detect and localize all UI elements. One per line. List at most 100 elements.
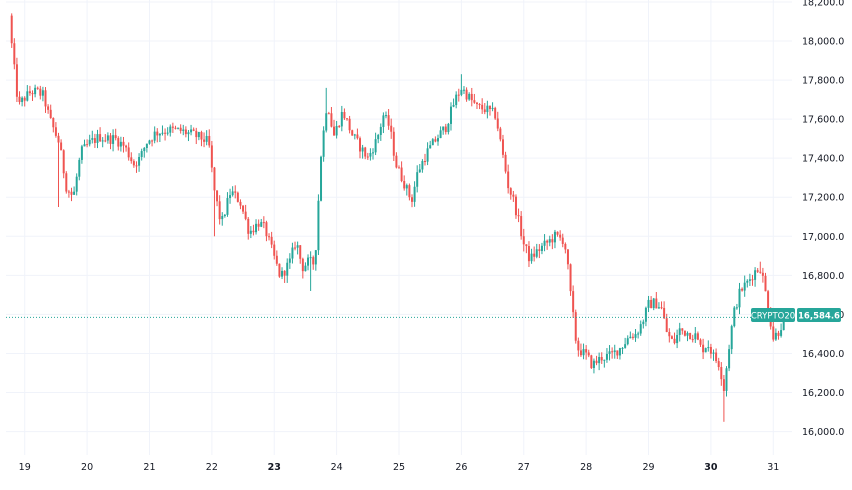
candle [717, 357, 720, 371]
candle-body [177, 127, 180, 129]
candle-body [746, 280, 749, 283]
candle-body [421, 161, 424, 170]
candle-body [780, 330, 783, 336]
candle [169, 124, 172, 137]
candle-body [330, 113, 333, 127]
candle-body [18, 96, 21, 103]
candle [525, 244, 528, 254]
candle-body [720, 367, 723, 380]
candle [140, 148, 143, 161]
candle-body [559, 234, 562, 238]
candle-body [512, 194, 515, 197]
candle [244, 204, 247, 221]
candle-body [553, 231, 556, 243]
candle-body [423, 161, 426, 163]
candle [377, 133, 380, 144]
candle [226, 192, 229, 217]
candle [405, 183, 408, 196]
candle-body [374, 139, 377, 153]
candle [421, 159, 424, 173]
candle-body [52, 118, 55, 128]
candle-body [473, 100, 476, 103]
candle-body [683, 330, 686, 336]
candle-body [533, 253, 536, 257]
candle [504, 151, 507, 174]
candle [364, 146, 367, 160]
candle [522, 228, 525, 252]
candle-body [335, 126, 338, 136]
candle [205, 130, 208, 146]
candle [774, 328, 777, 341]
candle [52, 117, 55, 133]
candle [382, 112, 385, 134]
candle-body [21, 97, 24, 103]
candle [481, 98, 484, 114]
candle-body [174, 127, 177, 129]
candle-body [15, 64, 18, 97]
candle-body [359, 138, 362, 152]
candle-body [340, 112, 343, 127]
candle [54, 122, 57, 138]
candle-body [369, 153, 372, 157]
candle-body [343, 112, 346, 119]
candle [65, 171, 68, 194]
candle [203, 132, 206, 148]
candle-body [36, 87, 39, 89]
candle [772, 320, 775, 342]
candle-body [151, 140, 154, 142]
candle-body [572, 291, 575, 313]
y-tick-label: 17,200.0 [802, 193, 844, 204]
candle [353, 133, 356, 140]
candle-body [192, 129, 195, 131]
x-tick-label: 21 [143, 462, 155, 473]
candle [413, 181, 416, 207]
candle-body [379, 126, 382, 135]
x-tick-label: 26 [455, 462, 467, 473]
candle-body [75, 176, 78, 192]
candle-body [520, 216, 523, 237]
candle-body [639, 324, 642, 334]
candle [491, 102, 494, 112]
candle [689, 332, 692, 340]
candle-body [452, 105, 455, 107]
candle-body [164, 132, 167, 134]
candle [709, 343, 712, 359]
candle-body [681, 328, 684, 331]
candle-body [642, 321, 645, 325]
candle-body [208, 135, 211, 146]
candle [741, 287, 744, 292]
candle [70, 187, 73, 202]
candle-body [587, 352, 590, 356]
candle-body [738, 288, 741, 308]
candle-body [468, 93, 471, 100]
y-axis[interactable]: 18,200.0 18,000.0 17,800.0 17,600.0 17,400.0… [802, 0, 844, 438]
candle-body [624, 344, 627, 348]
candle-body [410, 197, 413, 202]
candle [218, 195, 221, 225]
candle [91, 130, 94, 144]
candle [457, 88, 460, 102]
candle [512, 190, 515, 202]
candle [694, 327, 697, 343]
candle [83, 139, 86, 147]
candle [543, 234, 546, 252]
candle [229, 188, 232, 204]
candle [119, 136, 122, 152]
candle [179, 124, 182, 134]
candle-body [236, 192, 239, 202]
candle-body [579, 350, 582, 356]
candle [67, 189, 70, 198]
candle [15, 57, 18, 103]
candle-body [366, 156, 369, 158]
candle-body [631, 336, 634, 338]
candle [177, 127, 180, 130]
y-tick-label: 18,200.0 [802, 0, 844, 8]
candle-body [585, 349, 588, 353]
candle-body [200, 132, 203, 140]
candle-body [730, 326, 733, 350]
candle [132, 159, 135, 168]
x-axis[interactable]: 19 20 21 22 23 24 25 26 27 28 29 30 31 [19, 462, 780, 473]
candle [304, 262, 307, 272]
